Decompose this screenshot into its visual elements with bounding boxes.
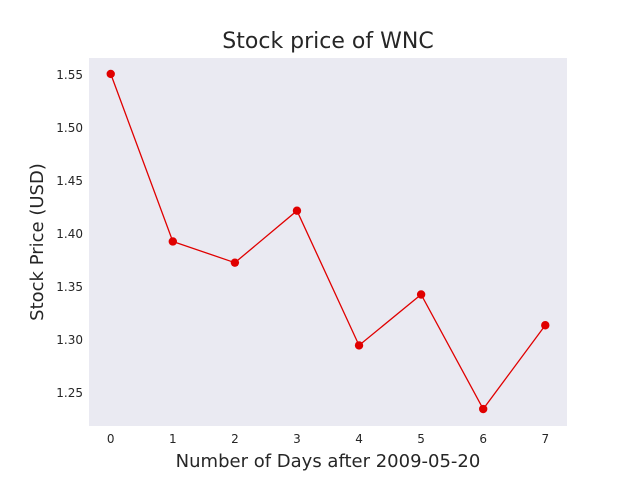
x-tick-label: 6 (479, 432, 487, 446)
series-line (110, 73, 546, 411)
y-tick-label: 1.45 (56, 174, 83, 188)
data-point (168, 237, 178, 246)
data-point (541, 321, 550, 330)
x-axis-label: Number of Days after 2009-05-20 (176, 451, 481, 472)
x-tick-label: 7 (541, 432, 549, 446)
data-point (106, 69, 115, 79)
y-tick-label: 1.50 (56, 121, 83, 135)
y-tick-label: 1.40 (56, 227, 83, 241)
x-tick-label: 3 (293, 432, 301, 446)
x-tick-label: 4 (355, 432, 363, 446)
data-point (416, 290, 426, 299)
x-axis-ticks: 0 1 2 3 4 5 6 7 (107, 432, 549, 446)
data-point (292, 206, 302, 215)
x-tick-label: 0 (107, 432, 115, 446)
x-tick-label: 2 (231, 432, 239, 446)
y-tick-label: 1.25 (56, 386, 83, 400)
chart-title: Stock price of WNC (222, 29, 433, 54)
x-tick-label: 5 (417, 432, 425, 446)
x-tick-label: 1 (169, 432, 177, 446)
series-group (106, 69, 550, 414)
data-point (230, 258, 240, 267)
y-tick-label: 1.30 (56, 333, 83, 347)
plot-area (89, 58, 567, 426)
y-tick-label: 1.35 (56, 280, 83, 294)
y-axis-ticks: 1.25 1.30 1.35 1.40 1.45 1.50 1.55 (56, 68, 83, 400)
y-tick-label: 1.55 (56, 68, 83, 82)
y-axis-label: Stock Price (USD) (27, 163, 48, 321)
data-point (478, 404, 488, 414)
data-point (354, 341, 364, 350)
